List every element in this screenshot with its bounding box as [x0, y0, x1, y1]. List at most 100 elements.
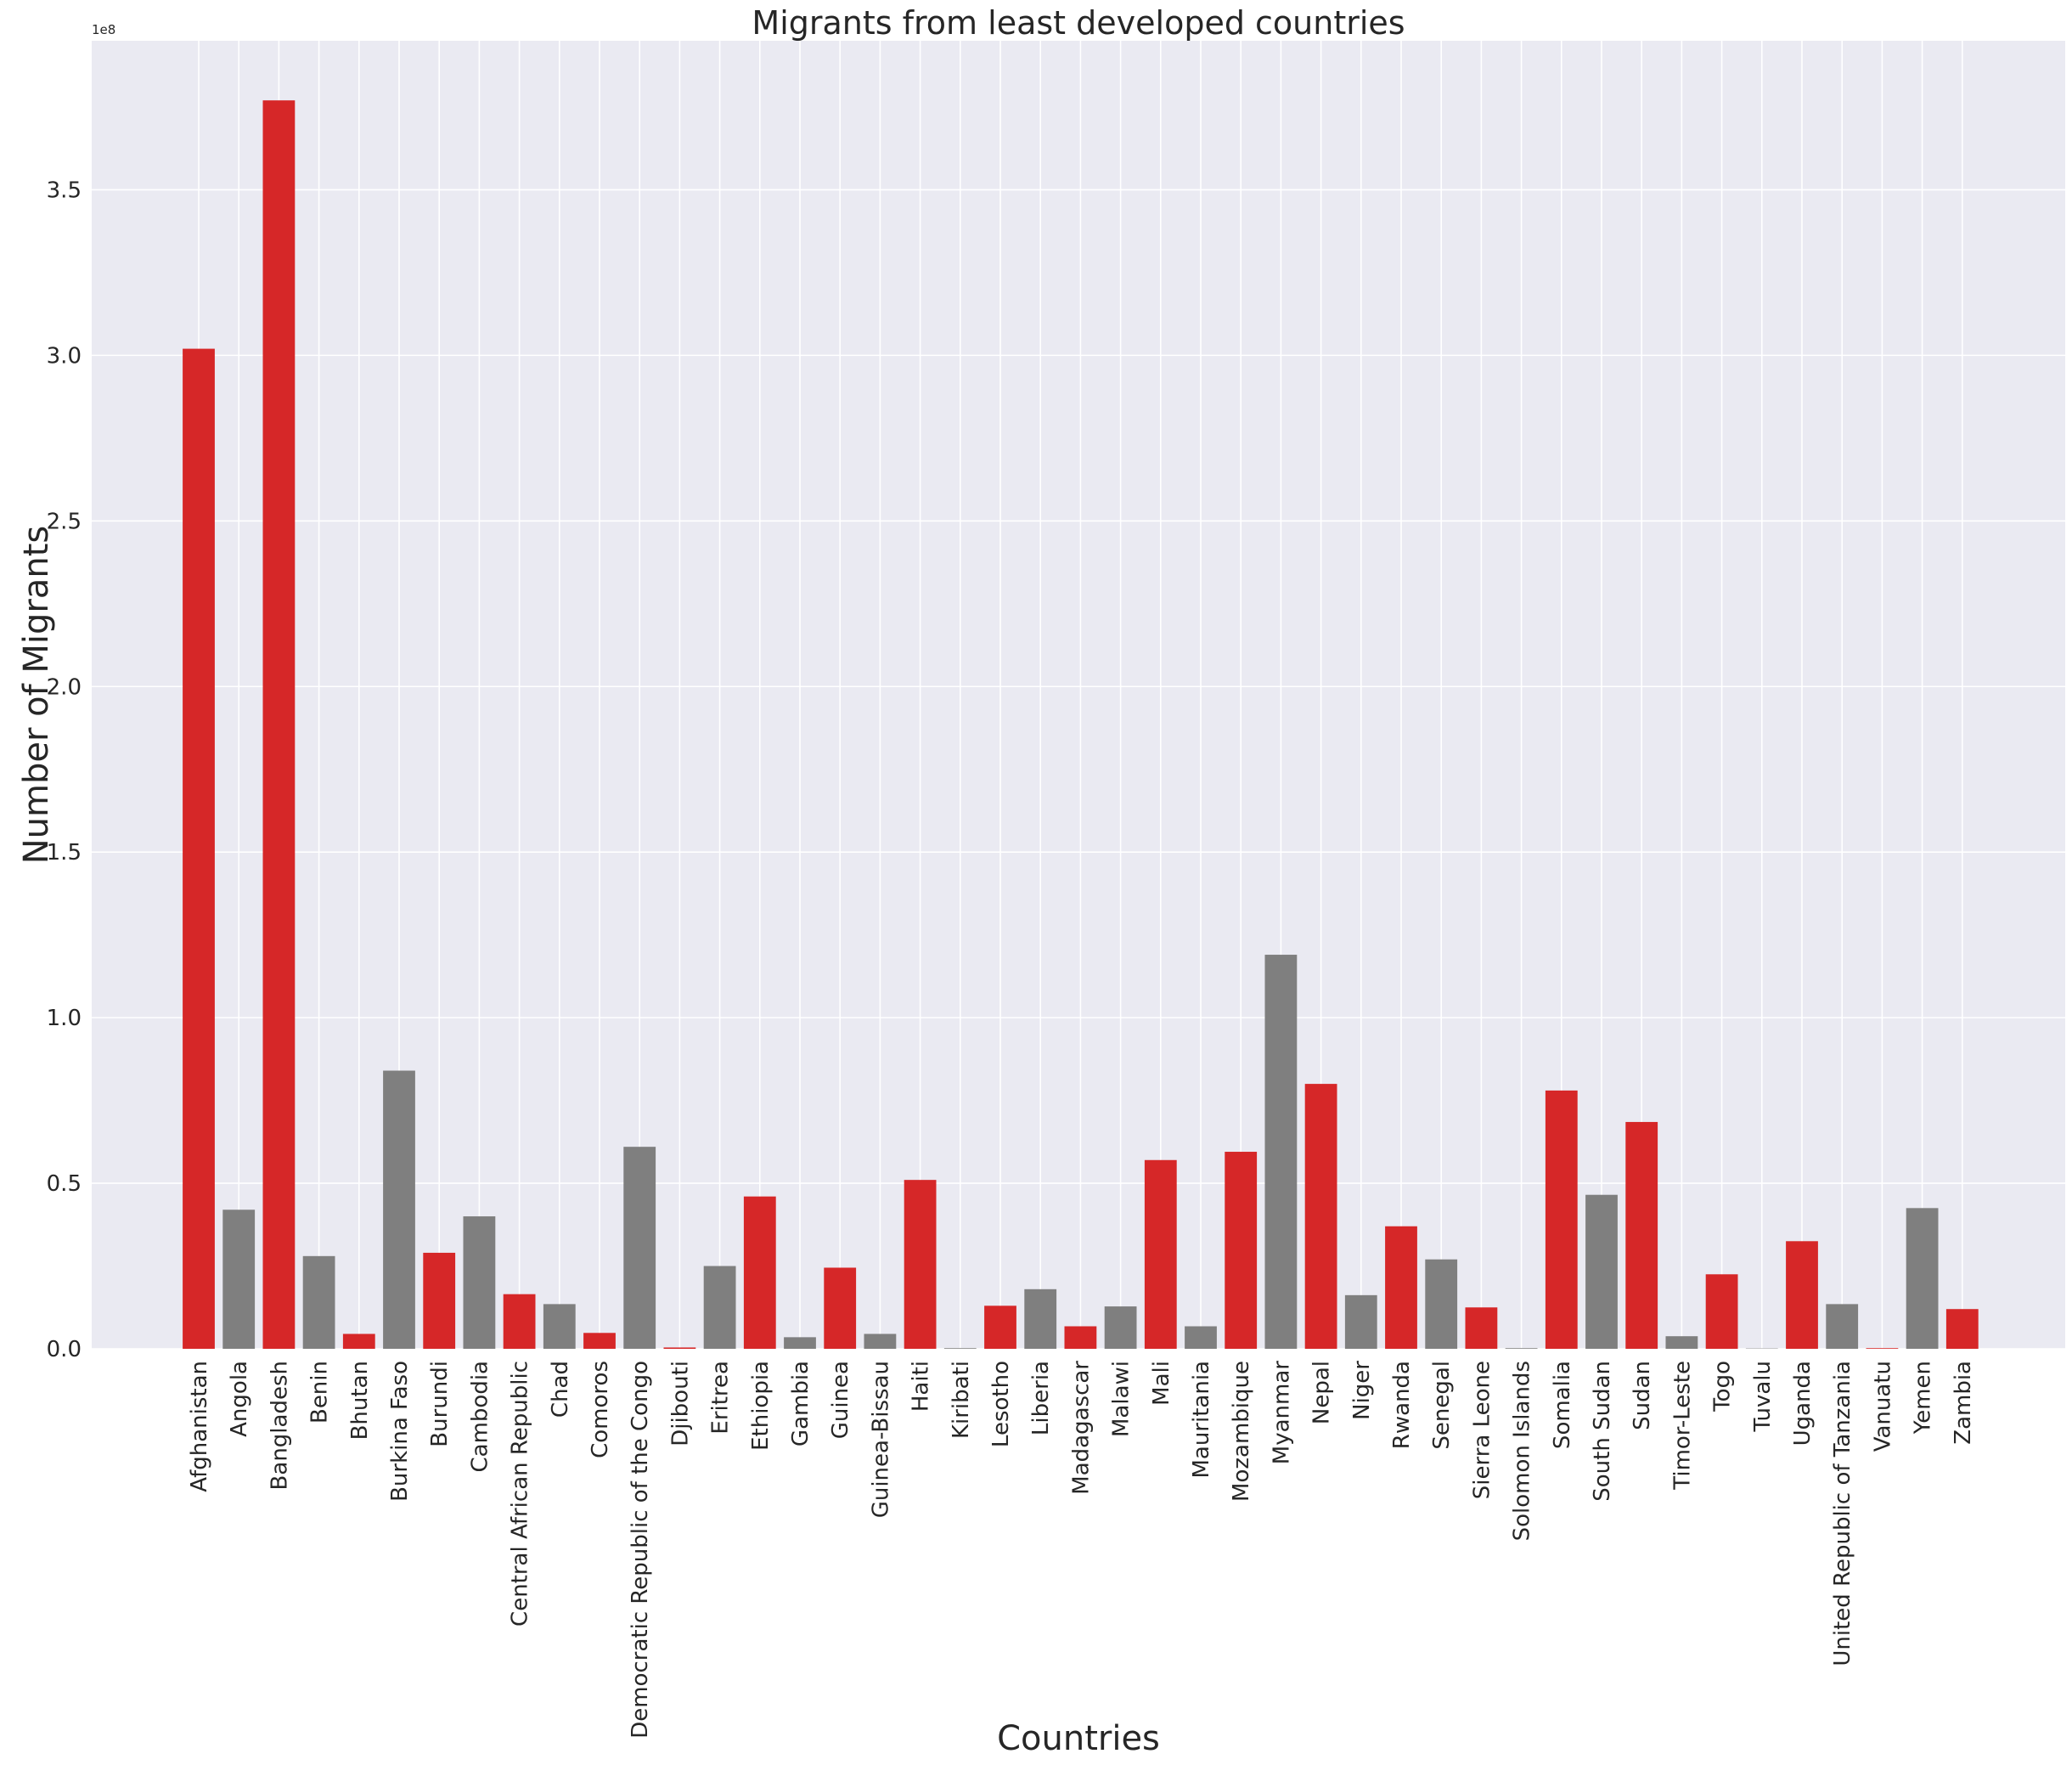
bar-gambia — [784, 1337, 816, 1349]
bar-mozambique — [1225, 1152, 1258, 1349]
y-tick-label: 0.5 — [47, 1171, 82, 1197]
x-axis-label: Countries — [997, 1719, 1160, 1758]
x-tick-label: Bhutan — [347, 1361, 373, 1440]
bar-togo — [1705, 1274, 1738, 1349]
x-tick-label: Liberia — [1028, 1361, 1054, 1435]
x-tick-label: Afghanistan — [187, 1361, 212, 1492]
x-tick-label: Benin — [307, 1361, 333, 1424]
x-tick-label: Eritrea — [708, 1361, 734, 1435]
x-tick-label: Niger — [1349, 1361, 1375, 1420]
x-tick-label: Ethiopia — [748, 1361, 774, 1451]
x-tick-label: Yemen — [1911, 1361, 1936, 1435]
x-tick-label: Comoros — [588, 1361, 613, 1458]
bar-uganda — [1786, 1241, 1818, 1349]
bar-bhutan — [342, 1334, 375, 1349]
bar-senegal — [1425, 1259, 1458, 1349]
bar-cambodia — [463, 1216, 496, 1349]
x-tick-label: Kiribati — [949, 1361, 974, 1439]
bar-democratic-republic-of-the-congo — [623, 1147, 656, 1349]
bar-ethiopia — [743, 1196, 776, 1349]
x-tick-label: Haiti — [909, 1361, 934, 1412]
x-tick-label: Zambia — [1951, 1361, 1976, 1445]
y-axis-label: Number of Migrants — [17, 526, 56, 865]
x-tick-label: Bangladesh — [267, 1361, 292, 1490]
bar-mauritania — [1185, 1326, 1217, 1349]
x-tick-label: Uganda — [1790, 1361, 1816, 1446]
x-tick-label: Timor-Leste — [1669, 1361, 1695, 1491]
x-tick-label: Central African Republic — [508, 1361, 533, 1627]
x-axis-ticks: Afghanistan Angola Bangladesh Benin Bhutan Bu… — [187, 1361, 1976, 1739]
x-tick-label: Sudan — [1630, 1361, 1655, 1430]
x-tick-label: Gambia — [788, 1361, 814, 1446]
bar-guinea — [824, 1267, 857, 1349]
x-tick-label: Senegal — [1429, 1361, 1455, 1450]
x-tick-label: Mali — [1149, 1361, 1174, 1406]
bar-benin — [302, 1255, 335, 1349]
x-tick-label: Tuvalu — [1750, 1361, 1776, 1432]
bar-solomon-islands — [1505, 1348, 1538, 1349]
bar-eritrea — [703, 1266, 736, 1349]
x-tick-label: Burkina Faso — [387, 1361, 413, 1502]
x-tick-label: Angola — [227, 1361, 252, 1437]
bar-yemen — [1906, 1208, 1939, 1349]
bar-liberia — [1024, 1289, 1057, 1349]
bar-djibouti — [663, 1347, 696, 1349]
bar-kiribati — [943, 1348, 977, 1349]
y-tick-label: 2.5 — [47, 509, 82, 534]
x-tick-label: Guinea — [828, 1361, 853, 1439]
bar-bangladesh — [262, 100, 296, 1349]
bar-central-african-republic — [503, 1294, 536, 1349]
bar-vanuatu — [1866, 1348, 1899, 1349]
bar-niger — [1344, 1294, 1377, 1349]
y-tick-label: 1.5 — [47, 840, 82, 866]
x-tick-label: Vanuatu — [1870, 1361, 1895, 1452]
x-tick-label: Mozambique — [1229, 1361, 1254, 1502]
x-tick-label: Sierra Leone — [1469, 1361, 1495, 1499]
x-tick-label: Chad — [548, 1361, 573, 1418]
bar-timor-leste — [1665, 1336, 1698, 1349]
plot-area — [92, 41, 2065, 1349]
x-tick-label: Djibouti — [667, 1361, 693, 1446]
x-tick-label: Myanmar — [1269, 1361, 1294, 1464]
x-tick-label: Democratic Republic of the Congo — [628, 1361, 653, 1739]
bar-myanmar — [1264, 955, 1298, 1349]
y-tick-label: 3.0 — [47, 343, 82, 369]
bar-guinea-bissau — [864, 1334, 897, 1349]
x-tick-label: Somalia — [1550, 1361, 1575, 1449]
bar-chad — [543, 1304, 576, 1349]
bar-sudan — [1625, 1121, 1658, 1349]
y-tick-label: 2.0 — [47, 674, 82, 700]
bar-nepal — [1304, 1084, 1337, 1349]
bar-angola — [222, 1210, 256, 1349]
bar-somalia — [1545, 1090, 1578, 1349]
bar-zambia — [1945, 1309, 1979, 1349]
x-tick-label: United Republic of Tanzania — [1830, 1361, 1855, 1666]
x-tick-label: Rwanda — [1389, 1361, 1415, 1449]
y-tick-label: 3.5 — [47, 178, 82, 203]
x-tick-label: Mauritania — [1189, 1361, 1214, 1479]
bar-malawi — [1104, 1306, 1137, 1349]
y-tick-label: 0.0 — [47, 1337, 82, 1362]
x-tick-label: Togo — [1710, 1361, 1736, 1413]
bar-haiti — [904, 1180, 937, 1349]
bar-burkina-faso — [383, 1070, 415, 1349]
y-axis-offset-label: 1e8 — [92, 22, 115, 37]
x-tick-label: Burundi — [427, 1361, 453, 1447]
x-tick-label: Lesotho — [988, 1361, 1014, 1447]
bars — [183, 100, 1979, 1349]
bar-lesotho — [984, 1305, 1016, 1349]
y-axis-ticks: 0.0 0.5 1.0 1.5 2.0 2.5 3.0 3.5 — [47, 178, 82, 1362]
bar-madagascar — [1064, 1326, 1097, 1349]
bar-sierra-leone — [1465, 1307, 1498, 1349]
bar-comoros — [583, 1333, 616, 1349]
bar-united-republic-of-tanzania — [1826, 1304, 1859, 1349]
bar-south-sudan — [1585, 1194, 1618, 1349]
x-tick-label: Guinea-Bissau — [868, 1361, 893, 1518]
x-tick-label: Solomon Islands — [1510, 1361, 1535, 1541]
chart-title: Migrants from least developed countries — [752, 4, 1405, 42]
bar-mali — [1144, 1159, 1177, 1349]
x-tick-label: Cambodia — [467, 1361, 493, 1473]
x-tick-label: Nepal — [1309, 1361, 1335, 1424]
x-tick-label: South Sudan — [1590, 1361, 1615, 1502]
x-tick-label: Madagascar — [1068, 1361, 1094, 1495]
